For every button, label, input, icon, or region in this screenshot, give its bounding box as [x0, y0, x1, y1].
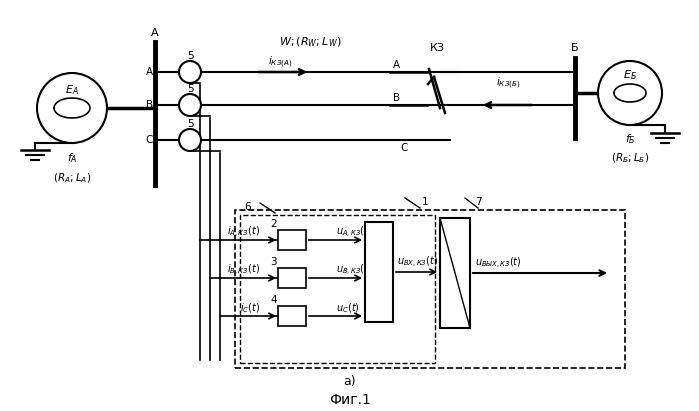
- Text: $E_А$: $E_А$: [65, 83, 79, 97]
- Text: $i_{КЗ(А)}$: $i_{КЗ(А)}$: [268, 54, 292, 70]
- Text: Б: Б: [571, 43, 579, 53]
- Text: C: C: [400, 143, 408, 153]
- Text: $i_{В,КЗ}(t)$: $i_{В,КЗ}(t)$: [227, 263, 260, 277]
- Bar: [365, 222, 393, 322]
- Text: 5: 5: [187, 119, 194, 129]
- Circle shape: [598, 61, 662, 125]
- Text: $f_А$: $f_А$: [66, 151, 78, 165]
- Text: $k_3$: $k_3$: [287, 309, 298, 323]
- Text: 5: 5: [187, 51, 194, 61]
- Bar: [235, 210, 625, 368]
- Text: КЗ: КЗ: [429, 43, 445, 53]
- Text: 1: 1: [422, 197, 428, 207]
- Text: 5: 5: [187, 84, 194, 94]
- Circle shape: [179, 94, 201, 116]
- Text: $k_2$: $k_2$: [287, 271, 298, 285]
- Text: 2: 2: [271, 219, 277, 229]
- Text: $i_C(t)$: $i_C(t)$: [240, 301, 260, 315]
- Text: $f_Б$: $f_Б$: [625, 132, 635, 146]
- Text: A: A: [151, 28, 159, 38]
- Bar: [278, 230, 306, 250]
- Text: Фиг.1: Фиг.1: [329, 393, 371, 407]
- Text: $u_{А,КЗ}(t)$: $u_{А,КЗ}(t)$: [336, 224, 373, 240]
- Text: $u_{ВХ,КЗ}(t)$: $u_{ВХ,КЗ}(t)$: [397, 254, 438, 270]
- Circle shape: [37, 73, 107, 143]
- Text: 3: 3: [271, 257, 277, 267]
- Circle shape: [179, 61, 201, 83]
- Text: C: C: [145, 135, 153, 145]
- Bar: [278, 306, 306, 326]
- Text: 6: 6: [244, 202, 251, 212]
- Text: а): а): [344, 376, 356, 388]
- Text: $i_{КЗ(Б)}$: $i_{КЗ(Б)}$: [496, 75, 520, 91]
- Text: $\Sigma$: $\Sigma$: [374, 264, 384, 280]
- Text: $(R_Б;L_Б)$: $(R_Б;L_Б)$: [611, 151, 649, 165]
- Text: $u_{ВЫХ,КЗ}(t)$: $u_{ВЫХ,КЗ}(t)$: [475, 256, 521, 270]
- Bar: [440, 218, 470, 328]
- Text: B: B: [393, 93, 400, 103]
- Text: $E_Б$: $E_Б$: [623, 68, 637, 82]
- Bar: [240, 215, 435, 363]
- Text: 7: 7: [475, 197, 482, 207]
- Text: 4: 4: [271, 295, 277, 305]
- Text: B: B: [146, 100, 153, 110]
- Bar: [278, 268, 306, 288]
- Text: $u_C(t)$: $u_C(t)$: [336, 301, 360, 315]
- Text: $u_{В,КЗ}(t)$: $u_{В,КЗ}(t)$: [336, 263, 373, 277]
- Text: $(R_А;L_А)$: $(R_А;L_А)$: [53, 171, 91, 185]
- Text: A: A: [146, 67, 153, 77]
- Circle shape: [179, 129, 201, 151]
- Text: A: A: [393, 60, 400, 70]
- Text: $W;(R_W;L_W)$: $W;(R_W;L_W)$: [279, 35, 341, 49]
- Text: $k_1$: $k_1$: [287, 233, 298, 247]
- Text: $i_{А,КЗ}(t)$: $i_{А,КЗ}(t)$: [227, 224, 260, 240]
